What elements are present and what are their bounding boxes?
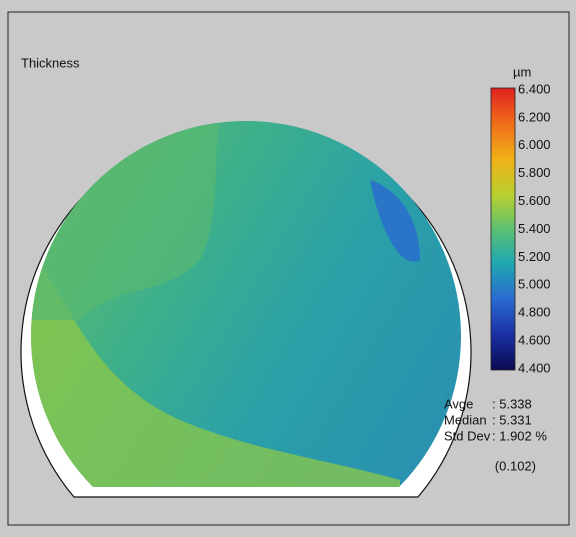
stat-name: Avge: [444, 396, 473, 411]
map-label: Thickness: [21, 55, 80, 70]
colorbar-label: 4.400: [518, 360, 551, 375]
colorbar-label: 6.400: [518, 81, 551, 96]
stat-value: : 5.338: [492, 396, 532, 411]
colorbar-labels: 6.400 6.200 6.000 5.800 5.600 5.400 5.200 5.000…: [518, 81, 551, 375]
colorbar-label: 5.000: [518, 277, 551, 292]
stat-name: Median: [444, 412, 487, 427]
stat-value: : 5.331: [492, 412, 532, 427]
colorbar-label: 6.200: [518, 109, 551, 124]
colorbar-unit: µm: [513, 64, 531, 79]
colorbar-label: 4.600: [518, 333, 551, 348]
std-dev-abs: (0.102): [495, 458, 536, 473]
colorbar-label: 5.400: [518, 221, 551, 236]
colorbar-label: 5.200: [518, 249, 551, 264]
stat-value: : 1.902 %: [492, 428, 547, 443]
stat-name: Std Dev: [444, 428, 491, 443]
colorbar-label: 5.800: [518, 165, 551, 180]
colorbar: [490, 87, 516, 371]
colorbar-label: 5.600: [518, 193, 551, 208]
colorbar-label: 6.000: [518, 137, 551, 152]
colorbar-label: 4.800: [518, 305, 551, 320]
